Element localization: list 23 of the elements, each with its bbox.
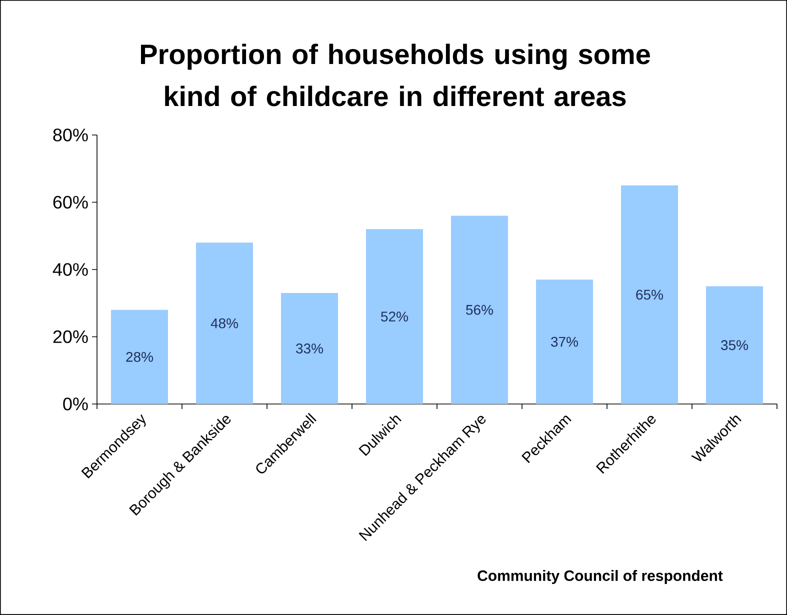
bar [281,293,338,404]
y-tick-label: 0% [63,398,88,410]
bar [536,280,593,404]
y-tick-label: 80% [53,128,88,142]
bar [111,310,168,404]
data-label: 65% [636,290,664,300]
x-axis-title: Community Council of respondent [478,570,723,584]
bar [451,216,508,404]
data-label: 28% [126,352,154,362]
bar [706,286,763,404]
y-tick-label: 40% [52,263,88,276]
data-label: 35% [721,340,748,350]
y-tick-label: 20% [53,330,88,344]
bar [366,229,423,404]
data-label: 37% [551,336,578,347]
bar [196,242,254,404]
data-label: 48% [210,318,238,328]
data-label: 33% [296,344,324,354]
data-label: 52% [381,312,408,322]
y-tick-label: 60% [53,196,88,209]
bar [620,185,678,404]
data-label: 56% [466,304,494,315]
chart-title: Proportion of households using some kind of childcare in different areas [140,44,650,106]
